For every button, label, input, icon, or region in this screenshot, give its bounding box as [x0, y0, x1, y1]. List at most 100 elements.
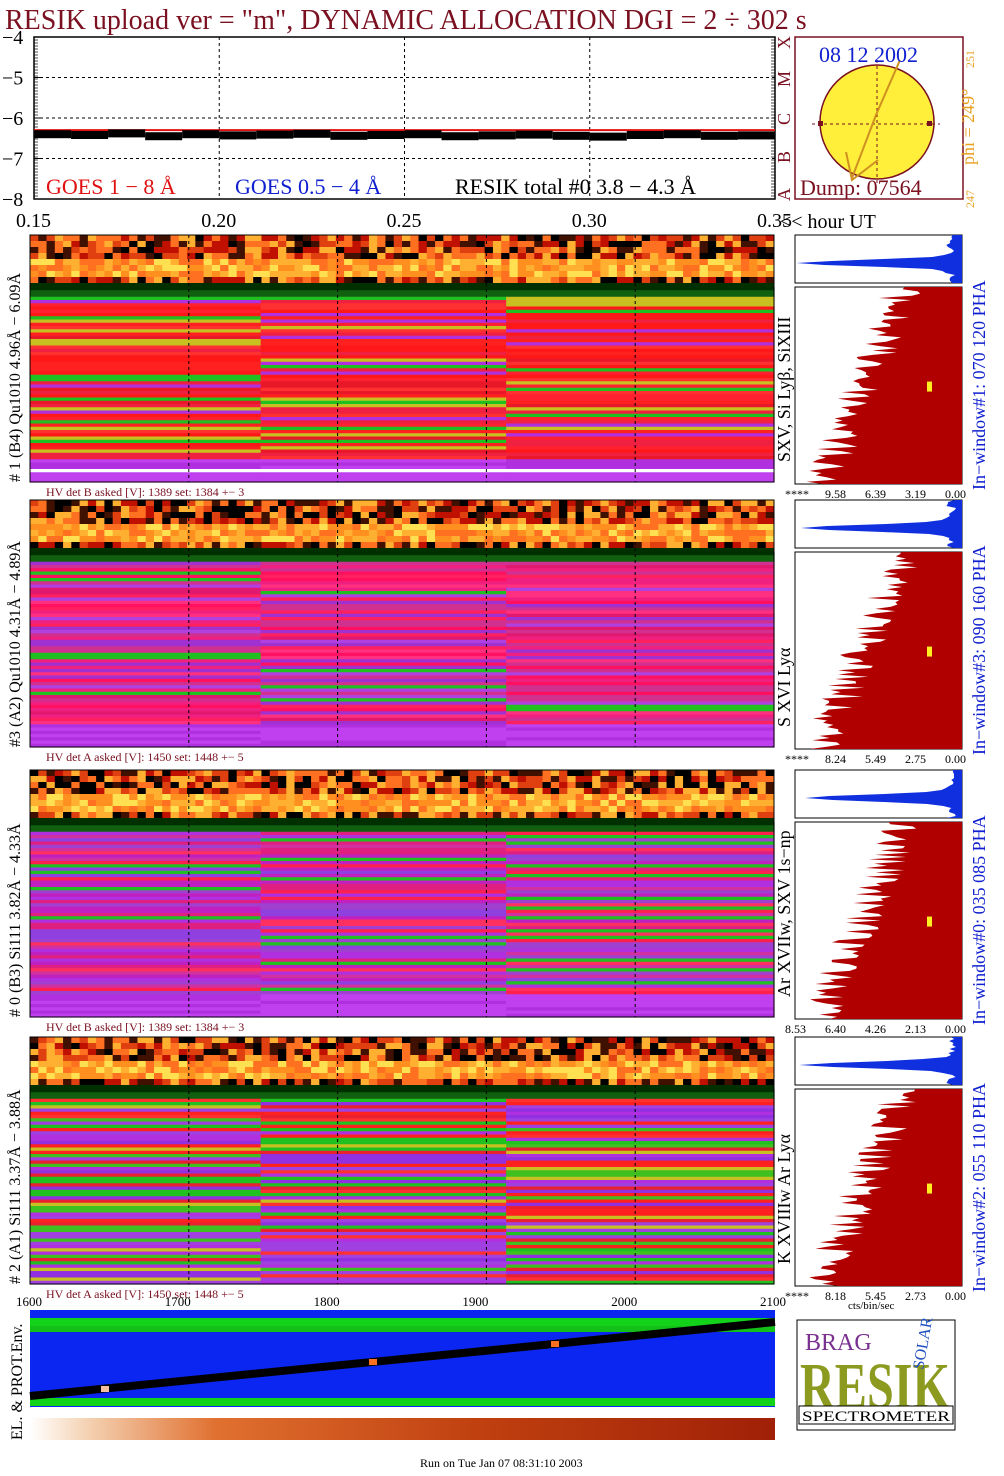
noise-cell — [633, 241, 643, 248]
spectrum-row — [506, 883, 775, 888]
spectrum-row — [260, 462, 507, 467]
noise-cell — [170, 770, 180, 777]
spectrum-row — [506, 1154, 775, 1158]
noise-cell — [195, 788, 205, 795]
spectrum-row — [260, 825, 507, 830]
noise-cell — [269, 776, 279, 783]
histogram-tick-label: 0.00 — [945, 1289, 966, 1303]
noise-cell — [294, 247, 304, 254]
spectrum-row — [30, 961, 262, 966]
noise-cell — [683, 530, 692, 537]
noise-cell — [691, 770, 701, 777]
noise-cell — [443, 800, 453, 807]
noise-cell — [120, 800, 130, 807]
spectrum-row — [506, 1280, 775, 1285]
noise-cell — [542, 247, 552, 254]
noise-cell — [129, 1043, 138, 1050]
noise-cell — [509, 770, 519, 777]
noise-cell — [261, 271, 271, 278]
noise-cell — [368, 1061, 378, 1068]
noise-cell — [145, 1037, 155, 1044]
noise-cell — [368, 241, 378, 248]
noise-cell — [154, 812, 163, 819]
noise-cell — [402, 235, 411, 242]
noise-cell — [87, 235, 97, 242]
noise-cell — [501, 253, 510, 260]
spectrum-panel: HV det B asked [V]: 1389 set: 1384 +− 3#… — [6, 769, 989, 1036]
noise-cell — [162, 770, 172, 777]
noise-cell — [658, 788, 668, 795]
spectrum-row — [260, 452, 507, 457]
noise-cell — [211, 800, 221, 807]
noise-cell — [699, 512, 709, 519]
noise-cell — [517, 265, 527, 272]
noise-cell — [203, 1079, 213, 1086]
noise-cell — [650, 271, 659, 278]
noise-cell — [716, 1067, 725, 1074]
noise-cell — [476, 1037, 486, 1044]
noise-cell — [592, 1037, 601, 1044]
noise-cell — [63, 500, 72, 507]
noise-cell — [319, 1079, 329, 1086]
noise-cell — [368, 800, 378, 807]
noise-cell — [178, 1043, 188, 1050]
noise-cell — [71, 770, 81, 777]
noise-cell — [30, 806, 39, 813]
spectrum-row — [260, 293, 507, 298]
spectrum-row — [30, 978, 262, 982]
spectrum-row — [506, 404, 775, 408]
noise-cell — [757, 1055, 767, 1062]
noise-cell — [699, 770, 709, 777]
noise-cell — [583, 1073, 593, 1080]
spectrum-row — [260, 883, 507, 888]
noise-cell — [699, 782, 709, 789]
noise-cell — [71, 782, 81, 789]
noise-cell — [236, 776, 246, 783]
noise-cell — [608, 806, 618, 813]
noise-cell — [484, 1037, 494, 1044]
noise-cell — [691, 277, 701, 284]
noise-cell — [559, 776, 568, 783]
noise-cell — [335, 1073, 345, 1080]
noise-cell — [765, 500, 775, 507]
noise-cell — [509, 518, 519, 525]
noise-cell — [261, 259, 271, 266]
spectrum-row — [506, 987, 775, 992]
noise-cell — [641, 1079, 651, 1086]
resik-logo: BRAG RESIK SOLAR SPECTROMETER — [796, 1316, 956, 1431]
noise-cell — [559, 247, 568, 254]
noise-cell — [550, 518, 560, 525]
noise-cell — [666, 1043, 676, 1050]
noise-cell — [368, 512, 378, 519]
noise-cell — [335, 253, 345, 260]
spectrum-row — [506, 433, 775, 438]
noise-cell — [650, 788, 659, 795]
spectrum-row — [30, 1089, 262, 1093]
small-histogram — [800, 500, 962, 548]
spectrum-row — [260, 1167, 507, 1171]
noise-cell — [129, 241, 138, 248]
noise-cell — [459, 271, 469, 278]
noise-cell — [616, 806, 626, 813]
noise-cell — [484, 788, 494, 795]
noise-cell — [63, 770, 72, 777]
noise-cell — [79, 1043, 89, 1050]
noise-cell — [583, 1079, 593, 1086]
noise-cell — [418, 812, 428, 819]
noise-cell — [228, 1055, 238, 1062]
noise-cell — [38, 265, 48, 272]
noise-cell — [740, 247, 750, 254]
noise-cell — [757, 1067, 767, 1074]
noise-cell — [220, 1073, 229, 1080]
noise-cell — [716, 277, 725, 284]
noise-cell — [716, 241, 725, 248]
noise-cell — [451, 1067, 461, 1074]
noise-cell — [79, 235, 89, 242]
noise-cell — [567, 1073, 577, 1080]
spectrum-row — [506, 568, 775, 573]
spectrum-row — [260, 436, 507, 441]
noise-cell — [600, 518, 610, 525]
noise-cell — [360, 800, 370, 807]
noise-cell — [220, 271, 229, 278]
noise-cell — [402, 794, 411, 801]
